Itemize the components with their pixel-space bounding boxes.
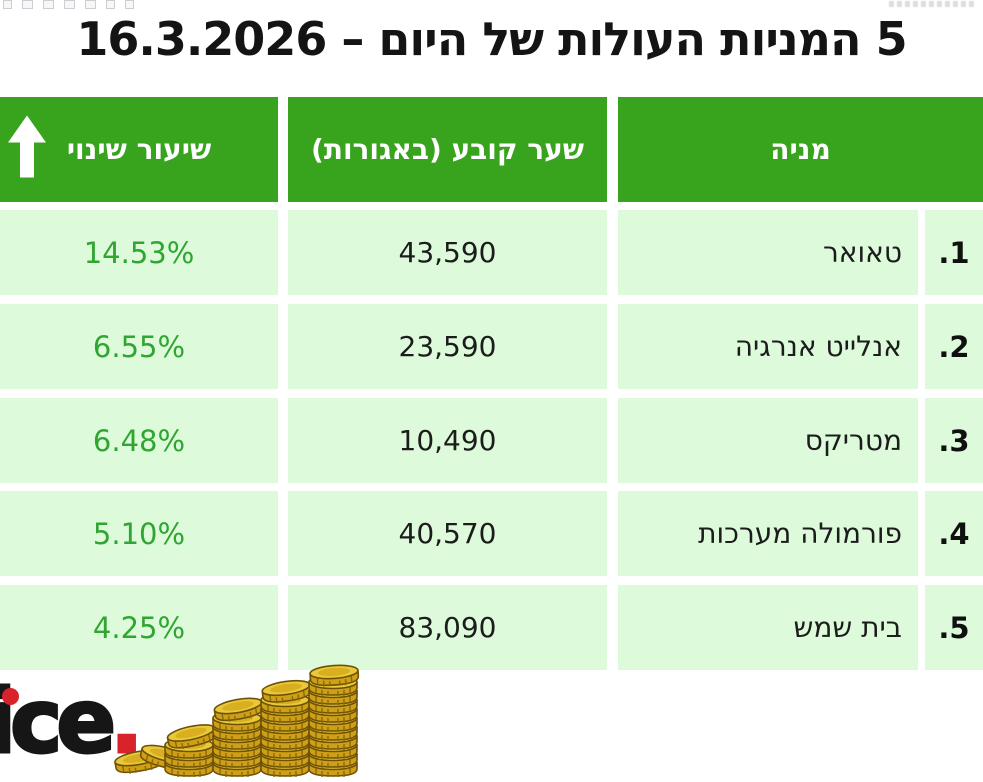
cell-stock-name: פורמולה מערכות — [618, 491, 918, 576]
cell-rank: .5 — [925, 585, 983, 670]
cell-stock-name: טאואר — [618, 210, 918, 295]
cell-change: 6.55% — [0, 304, 278, 389]
toolbar-icon[interactable] — [22, 0, 33, 9]
cell-rank: .1 — [925, 210, 983, 295]
up-arrow-icon — [8, 115, 46, 184]
cell-rank: .3 — [925, 398, 983, 483]
cell-price: 23,590 — [288, 304, 607, 389]
cell-stock-name: מטריקס — [618, 398, 918, 483]
header-cell-price: שער קובע (באגורות) — [288, 97, 607, 202]
header-cell-stock: מניה — [618, 97, 983, 202]
cell-price: 83,090 — [288, 585, 607, 670]
toolbar-icon[interactable] — [43, 0, 54, 9]
toolbar-icon[interactable] — [106, 0, 115, 9]
cell-change: 4.25% — [0, 585, 278, 670]
header-change-label: שיעור שינוי — [66, 133, 212, 166]
toolbar-icon[interactable] — [3, 0, 12, 9]
header-price-label: שער קובע (באגורות) — [311, 133, 584, 166]
cell-change: 5.10% — [0, 491, 278, 576]
toolbar-faded-text — [889, 1, 977, 7]
cell-rank: .4 — [925, 491, 983, 576]
logo-red-dot-icon — [2, 688, 19, 705]
cell-change: 14.53% — [0, 210, 278, 295]
cell-price: 10,490 — [288, 398, 607, 483]
coin-stacks-icon — [112, 650, 370, 782]
cell-price: 40,570 — [288, 491, 607, 576]
cell-rank: .2 — [925, 304, 983, 389]
cell-price: 43,590 — [288, 210, 607, 295]
page-title: 5 המניות העולות של היום – 16.3.2026 — [76, 12, 907, 66]
toolbar-icon-strip — [3, 0, 134, 9]
ice-logo-text: ice — [0, 670, 118, 773]
header-stock-label: מניה — [770, 133, 831, 166]
cell-stock-name: אנלייט אנרגיה — [618, 304, 918, 389]
toolbar-icon[interactable] — [125, 0, 134, 9]
toolbar-icon[interactable] — [85, 0, 96, 9]
toolbar-icon[interactable] — [64, 0, 75, 9]
header-cell-change: שיעור שינוי — [0, 97, 278, 202]
cell-stock-name: בית שמש — [618, 585, 918, 670]
cell-change: 6.48% — [0, 398, 278, 483]
